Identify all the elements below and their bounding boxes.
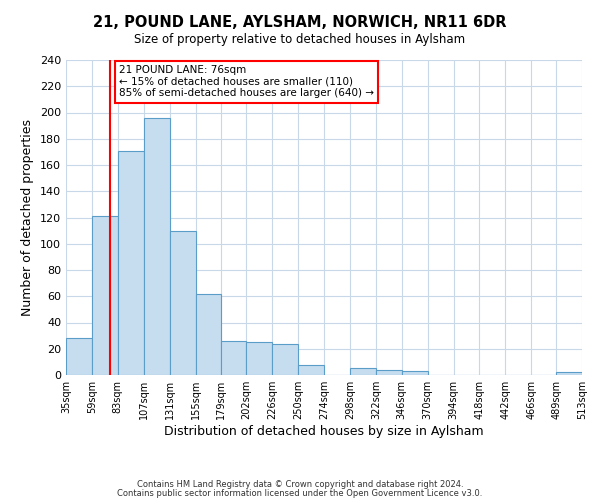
- Bar: [272, 344, 298, 375]
- Text: 21 POUND LANE: 76sqm
← 15% of detached houses are smaller (110)
85% of semi-deta: 21 POUND LANE: 76sqm ← 15% of detached h…: [119, 65, 374, 98]
- Bar: [350, 368, 376, 375]
- Y-axis label: Number of detached properties: Number of detached properties: [22, 119, 34, 316]
- Bar: [170, 230, 196, 375]
- Text: Size of property relative to detached houses in Aylsham: Size of property relative to detached ho…: [134, 32, 466, 46]
- Bar: [144, 118, 170, 375]
- Bar: [376, 370, 402, 375]
- Bar: [196, 294, 221, 375]
- Bar: [556, 372, 582, 375]
- Text: 21, POUND LANE, AYLSHAM, NORWICH, NR11 6DR: 21, POUND LANE, AYLSHAM, NORWICH, NR11 6…: [93, 15, 507, 30]
- Text: Contains HM Land Registry data © Crown copyright and database right 2024.: Contains HM Land Registry data © Crown c…: [137, 480, 463, 489]
- Bar: [221, 341, 246, 375]
- Bar: [298, 364, 324, 375]
- Bar: [92, 216, 118, 375]
- Text: Contains public sector information licensed under the Open Government Licence v3: Contains public sector information licen…: [118, 488, 482, 498]
- Bar: [402, 371, 428, 375]
- Bar: [118, 150, 144, 375]
- Bar: [66, 338, 92, 375]
- X-axis label: Distribution of detached houses by size in Aylsham: Distribution of detached houses by size …: [164, 425, 484, 438]
- Bar: [246, 342, 272, 375]
